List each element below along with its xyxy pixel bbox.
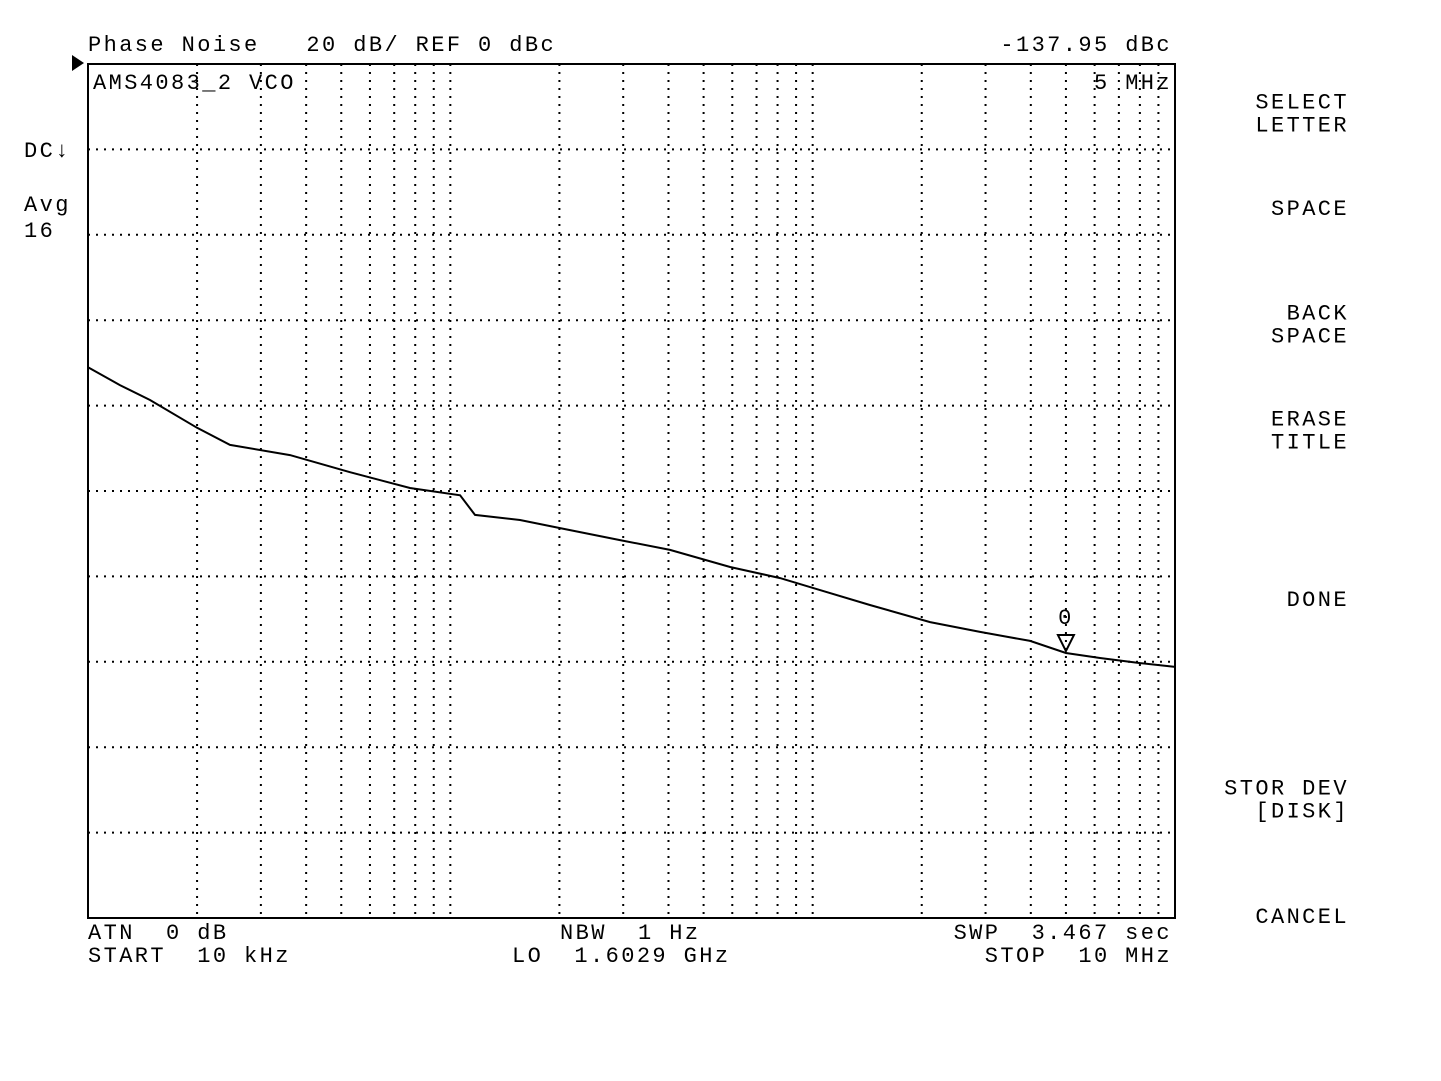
status-left: Avg	[24, 193, 71, 218]
ref-indicator	[72, 55, 84, 71]
status-left: DC↓	[24, 139, 71, 164]
softkey-label[interactable]: SPACE	[1271, 197, 1349, 222]
softkey-label[interactable]: BACK	[1287, 301, 1349, 326]
marker-frequency: 5 MHz	[1094, 71, 1172, 96]
softkey-label[interactable]: ERASE	[1271, 407, 1349, 432]
softkey-label[interactable]: SELECT	[1255, 90, 1349, 115]
marker-readout: -137.95 dBc	[1000, 33, 1172, 58]
status-bottom-left: ATN 0 dB	[88, 921, 228, 946]
status-left: 16	[24, 219, 55, 244]
trace	[87, 366, 1176, 668]
marker	[1056, 634, 1076, 654]
status-bottom-right: SWP 3.467 sec	[954, 921, 1172, 946]
softkey-label[interactable]: DONE	[1287, 588, 1349, 613]
plot-frame	[87, 63, 1176, 919]
status-bottom-left: START 10 kHz	[88, 944, 291, 969]
softkey-label[interactable]: TITLE	[1271, 430, 1349, 455]
softkey-label[interactable]: [DISK]	[1255, 799, 1349, 824]
status-bottom-center: LO 1.6029 GHz	[512, 944, 730, 969]
status-bottom-right: STOP 10 MHz	[985, 944, 1172, 969]
softkey-label[interactable]: SPACE	[1271, 324, 1349, 349]
softkey-label[interactable]: LETTER	[1255, 113, 1349, 138]
header-title: Phase Noise 20 dB/ REF 0 dBc	[88, 33, 556, 58]
softkey-label[interactable]: CANCEL	[1255, 905, 1349, 930]
marker-label: 0	[1058, 606, 1074, 631]
trace-title: AMS4083_2 VCO	[93, 71, 296, 96]
status-bottom-center: NBW 1 Hz	[560, 921, 700, 946]
softkey-label[interactable]: STOR DEV	[1224, 776, 1349, 801]
